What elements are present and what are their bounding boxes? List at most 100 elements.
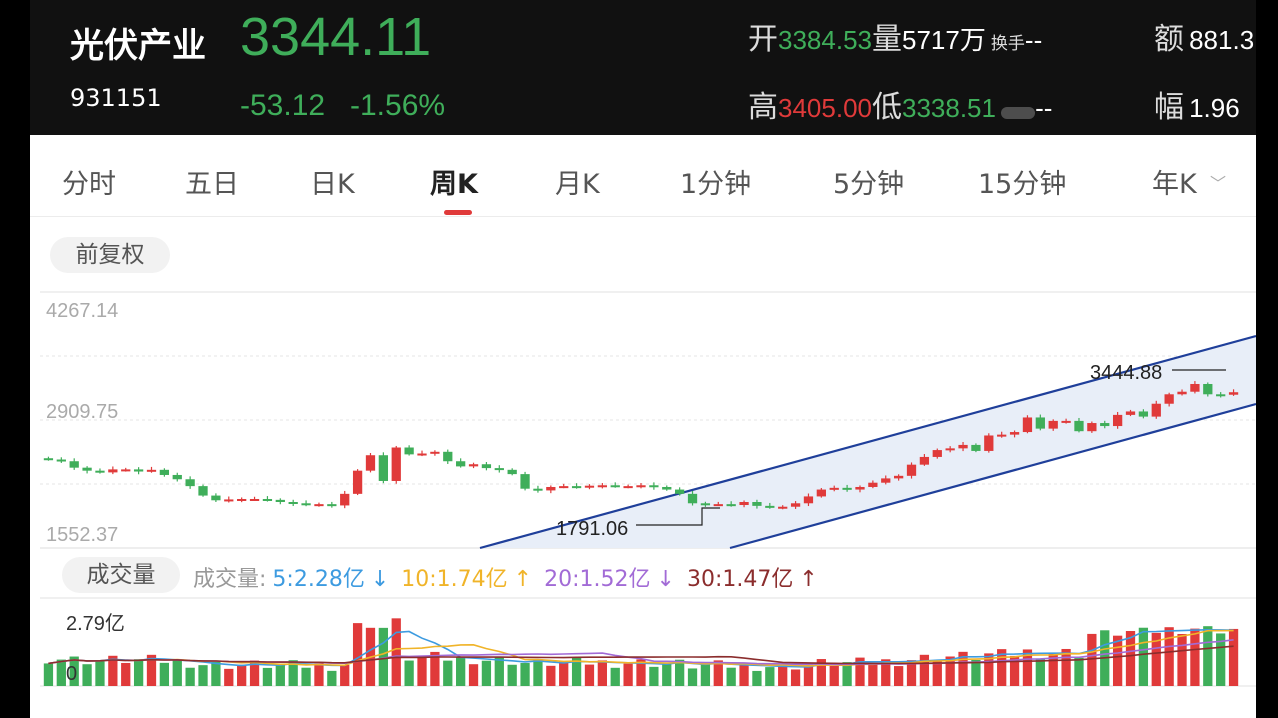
quote-header: 光伏产业 931151 3344.11 -53.12 -1.56% 开3384.…: [30, 0, 1256, 135]
chart-annotations: [636, 369, 1226, 526]
volume-bar: [352, 623, 363, 686]
candle-body: [95, 470, 105, 473]
candle-body: [417, 453, 427, 456]
tab-yearly-k[interactable]: 年K: [1152, 169, 1197, 200]
volume-bar: [932, 660, 942, 686]
candle-body: [1112, 414, 1123, 427]
volume-bar: [765, 667, 775, 686]
candle-body: [636, 485, 646, 488]
ma30-legend: 30:1.47亿 ↑: [687, 567, 824, 592]
app-screen: 光伏产业 931151 3344.11 -53.12 -1.56% 开3384.…: [30, 0, 1256, 718]
tab-daily-k[interactable]: 日K: [310, 169, 355, 200]
open-stat: 开3384.53量5717万 换手--: [748, 14, 1042, 58]
candle-body: [687, 493, 698, 504]
candle-body: [520, 474, 530, 489]
amount-label: 额: [1154, 22, 1184, 57]
index-name: 光伏产业: [70, 26, 206, 66]
volume-label: 量: [871, 22, 902, 57]
candle-body: [1100, 423, 1110, 427]
y-label-top: 4267.14: [46, 300, 119, 322]
ma5-arrow: ↓: [370, 567, 390, 592]
volume-bar: [906, 660, 917, 686]
candle-body: [133, 469, 144, 472]
volume-bar: [1177, 633, 1187, 686]
tab-5-minute[interactable]: 5分钟: [833, 169, 905, 200]
volume-bar: [275, 664, 285, 686]
candle-body: [997, 434, 1007, 437]
volume-bar: [1138, 627, 1149, 686]
volume-bar: [829, 665, 839, 686]
candle-body: [919, 456, 930, 465]
tab-1-minute[interactable]: 1分钟: [680, 169, 752, 200]
channel-lower-line: [729, 402, 1256, 550]
period-tabs: 分时 五日 日K 周K 月K 1分钟 5分钟 15分钟 年K ﹀: [30, 148, 1256, 217]
adjust-button[interactable]: 前复权: [50, 237, 170, 273]
candle-body: [69, 461, 79, 468]
volume-bar: [443, 660, 453, 686]
volume-bar: [507, 664, 517, 686]
volume-bar: [69, 656, 79, 686]
candle-body: [868, 482, 878, 487]
volume-bar: [559, 661, 569, 686]
volume-bar: [919, 654, 930, 686]
volume-bar: [417, 656, 427, 686]
active-tab-indicator: [444, 210, 472, 215]
kline-chart[interactable]: [30, 0, 1256, 718]
volume-bar: [546, 665, 556, 686]
candle-body: [1164, 394, 1174, 404]
volume-bar: [1061, 648, 1071, 686]
ma10-arrow: ↑: [513, 567, 533, 592]
candle-body: [790, 503, 801, 507]
candle-body: [1087, 423, 1097, 432]
candle-body: [314, 504, 324, 507]
candle-body: [855, 486, 865, 490]
volume-bar: [185, 667, 195, 686]
volume-bar: [1228, 628, 1239, 686]
tab-weekly-k[interactable]: 周K: [430, 169, 478, 200]
volume-bar: [378, 627, 389, 686]
candle-body: [275, 499, 285, 503]
candlesticks: [43, 381, 1239, 510]
price-change: -53.12: [240, 89, 326, 122]
candle-body: [559, 486, 569, 489]
candle-body: [1074, 420, 1084, 432]
ma10-value: 10:1.74亿: [401, 567, 508, 592]
amplitude-stat: 幅 1.96: [1154, 82, 1240, 126]
annotation-high: 3444.88: [1090, 362, 1163, 384]
volume-bar: [1048, 653, 1058, 686]
volume-bar: [249, 660, 260, 686]
volume-ma30-line: [48, 645, 1234, 665]
tab-15-minute[interactable]: 15分钟: [978, 169, 1067, 200]
candle-body: [262, 498, 273, 501]
volume-bar: [713, 660, 723, 686]
candle-body: [365, 455, 376, 471]
candle-body: [327, 504, 337, 507]
volume-bar: [778, 662, 788, 686]
tab-intraday[interactable]: 分时: [62, 169, 116, 200]
volume-bar: [198, 665, 208, 686]
candle-body: [108, 469, 118, 473]
candle-body: [610, 485, 620, 488]
candle-body: [237, 498, 247, 501]
candle-body: [1009, 432, 1020, 435]
candle-body: [1228, 392, 1239, 395]
candle-body: [752, 502, 762, 506]
volume-button[interactable]: 成交量: [62, 557, 180, 593]
candle-body: [1190, 383, 1200, 392]
candle-body: [481, 464, 492, 469]
chevron-down-icon[interactable]: ﹀: [1210, 174, 1227, 193]
candle-body: [443, 451, 453, 462]
low-extra-value: --: [1035, 93, 1053, 123]
candle-body: [82, 467, 92, 471]
volume-legend: 成交量: 5:2.28亿 ↓ 10:1.74亿 ↑ 20:1.52亿 ↓ 30:1.47亿 ↑: [193, 561, 830, 593]
tab-five-day[interactable]: 五日: [185, 169, 239, 200]
volume-bar: [340, 664, 350, 686]
volume-bar: [468, 664, 479, 686]
candle-body: [249, 498, 260, 501]
candle-body: [932, 450, 942, 457]
volume-y-bottom: 0: [66, 663, 78, 685]
tab-monthly-k[interactable]: 月K: [555, 169, 600, 200]
volume-bar: [675, 659, 685, 686]
volume-bar: [224, 668, 234, 686]
high-low-stat: 高3405.00低3338.51 --: [748, 82, 1052, 126]
